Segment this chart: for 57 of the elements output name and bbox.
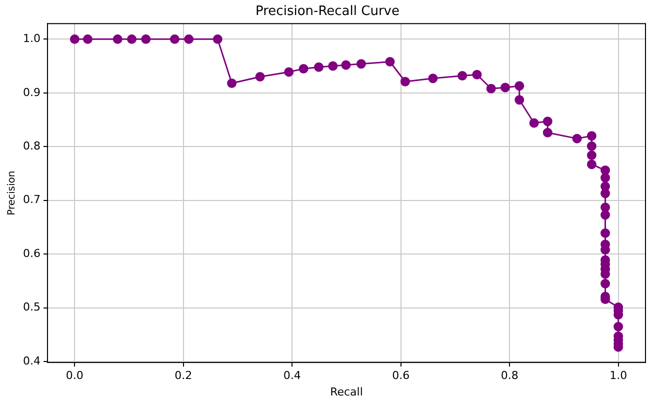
- point: [184, 34, 194, 44]
- point: [600, 278, 610, 288]
- x-axis-title: Recall: [330, 385, 363, 398]
- point: [600, 173, 610, 183]
- y-axis-title: Precision: [6, 170, 18, 216]
- point: [600, 188, 610, 198]
- point: [529, 118, 539, 128]
- y-tick-label: 1.0: [22, 32, 40, 46]
- point: [328, 61, 338, 71]
- y-tick-label: 0.9: [22, 86, 40, 99]
- point: [141, 34, 151, 44]
- point: [586, 160, 596, 170]
- point: [586, 131, 596, 141]
- point: [600, 228, 610, 238]
- point: [542, 116, 552, 126]
- point: [255, 72, 265, 82]
- point: [112, 34, 122, 44]
- point: [82, 34, 92, 44]
- point: [572, 134, 582, 144]
- point: [600, 202, 610, 212]
- point: [600, 166, 610, 176]
- point: [428, 74, 438, 84]
- chart-title: Precision-Recall Curve: [256, 4, 400, 20]
- point: [500, 82, 510, 92]
- point: [600, 210, 610, 220]
- point: [385, 56, 395, 66]
- point: [314, 62, 324, 72]
- point: [284, 67, 294, 77]
- point: [212, 34, 222, 44]
- x-tick-label: 1.0: [610, 369, 628, 382]
- y-tick-label: 0.4: [22, 354, 40, 368]
- point: [341, 60, 351, 70]
- y-tick-label: 0.6: [22, 246, 40, 260]
- x-tick-label: 0.2: [174, 369, 192, 382]
- x-tick-label: 0.4: [283, 369, 301, 382]
- point: [227, 78, 237, 88]
- point: [514, 81, 524, 91]
- point: [614, 322, 624, 332]
- point: [486, 84, 496, 94]
- x-tick-label: 0.6: [392, 369, 410, 382]
- point: [542, 128, 552, 138]
- point: [458, 70, 468, 80]
- x-tick-label: 0.8: [500, 369, 518, 382]
- point: [400, 76, 410, 86]
- y-tick-label: 0.5: [22, 300, 40, 314]
- point: [170, 34, 180, 44]
- point: [298, 64, 308, 74]
- point: [586, 150, 596, 160]
- x-tick-label: 0.0: [66, 369, 84, 382]
- point: [472, 70, 482, 80]
- y-tick-label: 0.8: [22, 139, 40, 152]
- point: [586, 141, 596, 151]
- point: [356, 59, 366, 69]
- y-tick-label: 0.7: [22, 193, 40, 206]
- point: [514, 95, 524, 105]
- point: [127, 34, 137, 44]
- point: [70, 34, 80, 44]
